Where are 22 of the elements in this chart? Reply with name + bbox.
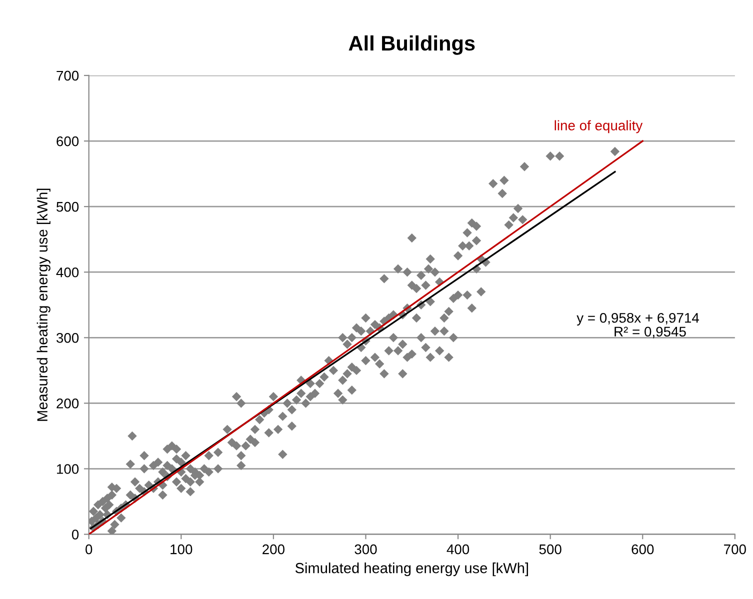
- y-tick-label: 400: [56, 267, 79, 278]
- x-tick-label: 0: [86, 544, 92, 554]
- x-tick-label: 700: [724, 544, 746, 554]
- x-tick-label: 200: [262, 544, 284, 554]
- y-tick-label: 600: [56, 136, 79, 146]
- y-tick-label: 0: [72, 530, 79, 540]
- x-tick-label: 300: [354, 544, 377, 554]
- series-label: line of equality: [554, 120, 643, 134]
- annotation: y = 0,958x + 6,9714: [576, 312, 699, 326]
- y-tick-label: 100: [57, 464, 79, 474]
- y-tick-label: 700: [56, 70, 79, 81]
- y-tick-label: 300: [56, 333, 79, 343]
- x-tick-label: 100: [170, 544, 192, 554]
- x-tick-label: 400: [446, 544, 470, 554]
- x-tick-label: 600: [632, 544, 654, 554]
- x-axis-title: Simulated heating energy use [kWh]: [295, 562, 528, 576]
- annotation: R² = 0,9545: [614, 326, 686, 338]
- x-tick-label: 500: [539, 544, 562, 554]
- y-axis-title: Measured heating energy use [kWh]: [36, 188, 50, 421]
- y-tick-label: 200: [56, 398, 79, 408]
- y-tick-label: 500: [56, 202, 79, 212]
- chart-title: All Buildings: [348, 35, 475, 55]
